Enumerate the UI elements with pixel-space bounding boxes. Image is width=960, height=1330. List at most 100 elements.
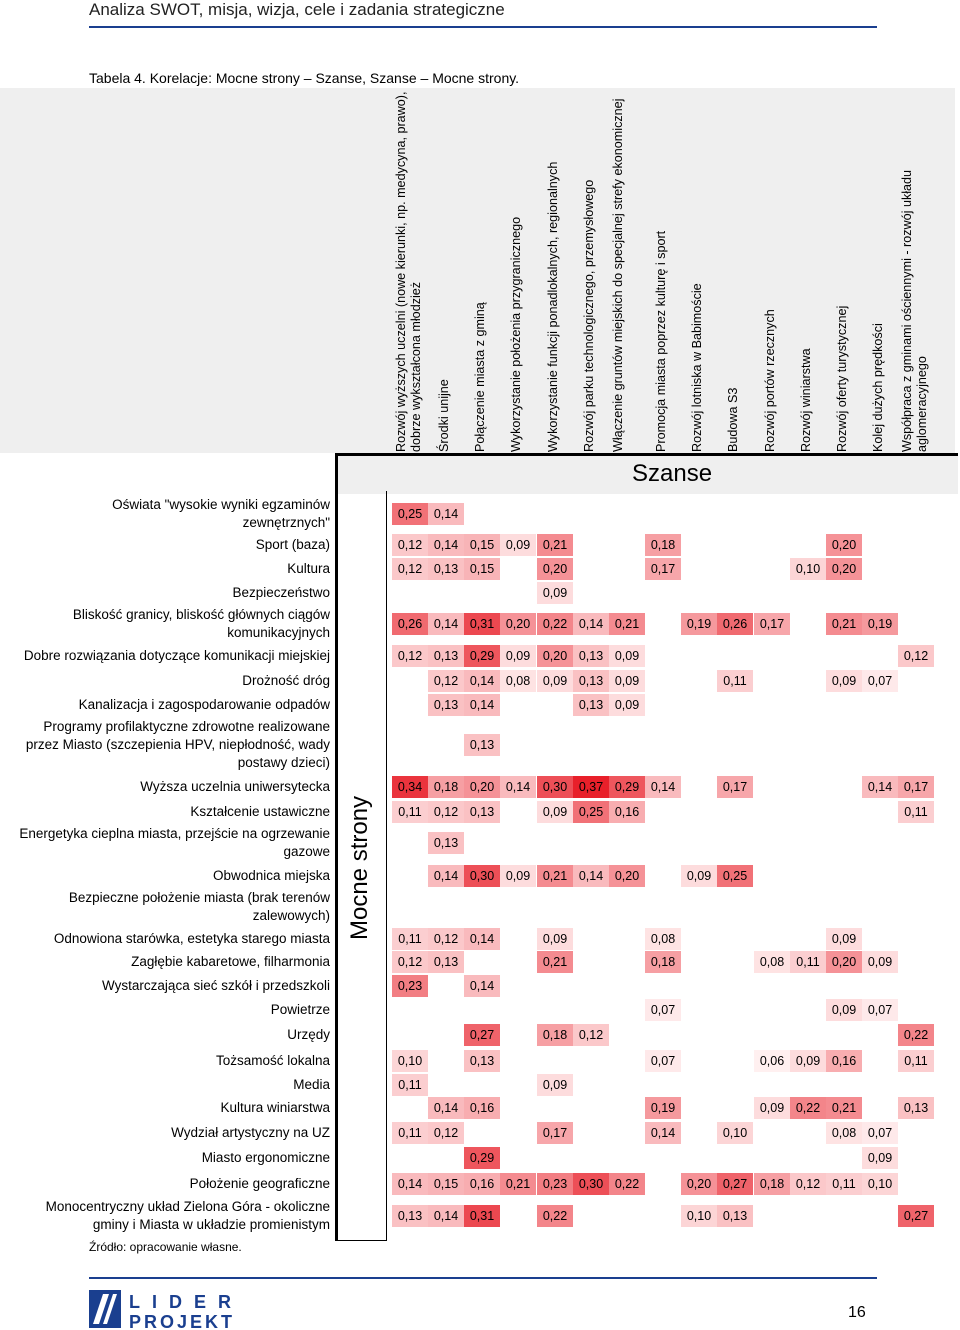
correlation-cell: 0,09 bbox=[500, 865, 536, 887]
correlation-cell: 0,13 bbox=[464, 801, 500, 823]
correlation-cell: 0,20 bbox=[826, 951, 862, 973]
correlation-cell: 0,19 bbox=[645, 1097, 681, 1119]
correlation-cell: 0,12 bbox=[428, 1122, 464, 1144]
correlation-cell: 0,07 bbox=[645, 999, 681, 1021]
header-title: Analiza SWOT, misja, wizja, cele i zadan… bbox=[89, 0, 505, 19]
column-header: Środki unijne bbox=[437, 379, 451, 452]
correlation-cell: 0,14 bbox=[500, 776, 536, 798]
correlation-cell: 0,12 bbox=[573, 1024, 609, 1046]
correlation-cell: 0,31 bbox=[464, 613, 500, 635]
correlation-cell: 0,09 bbox=[537, 1074, 573, 1096]
column-header: Rozwój portów rzecznych bbox=[763, 309, 777, 452]
row-label: Energetyka cieplna miasta, przejście na … bbox=[19, 826, 330, 859]
correlation-cell: 0,14 bbox=[862, 776, 898, 798]
correlation-cell: 0,26 bbox=[392, 613, 428, 635]
correlation-cell: 0,29 bbox=[609, 776, 645, 798]
column-header: Rozwój parku technologicznego, przemysło… bbox=[582, 179, 596, 452]
correlation-cell: 0,20 bbox=[500, 613, 536, 635]
correlation-cell: 0,09 bbox=[609, 645, 645, 667]
correlation-cell: 0,14 bbox=[645, 1122, 681, 1144]
column-header: Połączenie miasta z gminą bbox=[473, 302, 487, 452]
row-label: Tożsamość lokalna bbox=[215, 1053, 330, 1068]
correlation-cell: 0,20 bbox=[464, 776, 500, 798]
correlation-cell: 0,12 bbox=[392, 645, 428, 667]
correlation-cell: 0,20 bbox=[826, 558, 862, 580]
correlation-cell: 0,27 bbox=[464, 1024, 500, 1046]
correlation-cell: 0,11 bbox=[898, 801, 934, 823]
column-header: Promocja miasta poprzez kulturę i sport bbox=[654, 230, 668, 452]
correlation-cell: 0,07 bbox=[862, 670, 898, 692]
correlation-cell: 0,13 bbox=[428, 951, 464, 973]
correlation-cell: 0,21 bbox=[500, 1173, 536, 1195]
correlation-cell: 0,06 bbox=[754, 1050, 790, 1072]
correlation-cell: 0,11 bbox=[392, 928, 428, 950]
correlation-cell: 0,09 bbox=[862, 951, 898, 973]
lider-projekt-logo: LIDER PROJEKT bbox=[89, 1290, 232, 1330]
correlation-cell: 0,09 bbox=[537, 928, 573, 950]
correlation-cell: 0,11 bbox=[898, 1050, 934, 1072]
column-header: Współpraca z gminami ościennymi - rozwój… bbox=[900, 169, 929, 452]
correlation-cell: 0,10 bbox=[681, 1205, 717, 1227]
correlation-cell: 0,11 bbox=[392, 1074, 428, 1096]
correlation-cell: 0,14 bbox=[428, 1205, 464, 1227]
column-header: Wykorzystanie funkcji ponadlokalnych, re… bbox=[546, 161, 560, 452]
correlation-cell: 0,13 bbox=[428, 645, 464, 667]
column-header-band bbox=[0, 88, 955, 453]
correlation-cell: 0,08 bbox=[645, 928, 681, 950]
header-rule bbox=[89, 26, 877, 28]
correlation-cell: 0,13 bbox=[573, 670, 609, 692]
correlation-cell: 0,13 bbox=[898, 1097, 934, 1119]
correlation-cell: 0,19 bbox=[862, 613, 898, 635]
correlation-cell: 0,14 bbox=[464, 975, 500, 997]
row-label: Powietrze bbox=[270, 1002, 330, 1017]
correlation-cell: 0,14 bbox=[645, 776, 681, 798]
row-label: Kształcenie ustawiczne bbox=[190, 804, 330, 819]
column-header: Rozwój oferty turystycznej bbox=[835, 305, 849, 452]
correlation-cell: 0,17 bbox=[645, 558, 681, 580]
mocne-strony-box bbox=[335, 491, 387, 1241]
correlation-cell: 0,12 bbox=[392, 558, 428, 580]
correlation-cell: 0,12 bbox=[790, 1173, 826, 1195]
correlation-cell: 0,12 bbox=[898, 645, 934, 667]
correlation-cell: 0,15 bbox=[464, 534, 500, 556]
correlation-cell: 0,08 bbox=[826, 1122, 862, 1144]
correlation-cell: 0,10 bbox=[862, 1173, 898, 1195]
correlation-cell: 0,17 bbox=[717, 776, 753, 798]
mocne-strony-label: Mocne strony bbox=[346, 795, 373, 940]
correlation-cell: 0,09 bbox=[862, 1147, 898, 1169]
correlation-cell: 0,21 bbox=[537, 534, 573, 556]
column-header: Wykorzystanie położenia przygranicznego bbox=[509, 216, 523, 452]
column-header: Włączenie gruntów miejskich do specjalne… bbox=[611, 98, 625, 452]
correlation-cell: 0,14 bbox=[464, 928, 500, 950]
correlation-cell: 0,20 bbox=[826, 534, 862, 556]
correlation-cell: 0,19 bbox=[681, 613, 717, 635]
row-label: Monocentryczny układ Zielona Góra - okol… bbox=[45, 1199, 330, 1232]
row-label: Bezpieczeństwo bbox=[232, 585, 330, 600]
correlation-cell: 0,10 bbox=[392, 1050, 428, 1072]
correlation-cell: 0,14 bbox=[573, 613, 609, 635]
correlation-cell: 0,09 bbox=[537, 801, 573, 823]
correlation-cell: 0,07 bbox=[645, 1050, 681, 1072]
correlation-cell: 0,20 bbox=[537, 645, 573, 667]
correlation-cell: 0,21 bbox=[609, 613, 645, 635]
correlation-cell: 0,15 bbox=[428, 1173, 464, 1195]
correlation-cell: 0,11 bbox=[717, 670, 753, 692]
row-label: Oświata "wysokie wyniki egzaminów zewnęt… bbox=[112, 497, 330, 530]
correlation-cell: 0,30 bbox=[464, 865, 500, 887]
correlation-cell: 0,22 bbox=[537, 613, 573, 635]
correlation-cell: 0,23 bbox=[392, 975, 428, 997]
correlation-cell: 0,13 bbox=[573, 645, 609, 667]
row-label: Bliskość granicy, bliskość głównych ciąg… bbox=[72, 607, 330, 640]
row-label: Wyższa uczelnia uniwersytecka bbox=[140, 779, 330, 794]
correlation-cell: 0,27 bbox=[717, 1173, 753, 1195]
row-label: Zagłębie kabaretowe, filharmonia bbox=[131, 954, 330, 969]
correlation-cell: 0,09 bbox=[609, 694, 645, 716]
table-caption: Tabela 4. Korelacje: Mocne strony – Szan… bbox=[89, 70, 520, 86]
correlation-cell: 0,09 bbox=[500, 534, 536, 556]
correlation-cell: 0,09 bbox=[826, 999, 862, 1021]
correlation-cell: 0,17 bbox=[754, 613, 790, 635]
correlation-cell: 0,09 bbox=[826, 670, 862, 692]
correlation-cell: 0,13 bbox=[428, 832, 464, 854]
correlation-cell: 0,14 bbox=[428, 865, 464, 887]
correlation-cell: 0,22 bbox=[790, 1097, 826, 1119]
